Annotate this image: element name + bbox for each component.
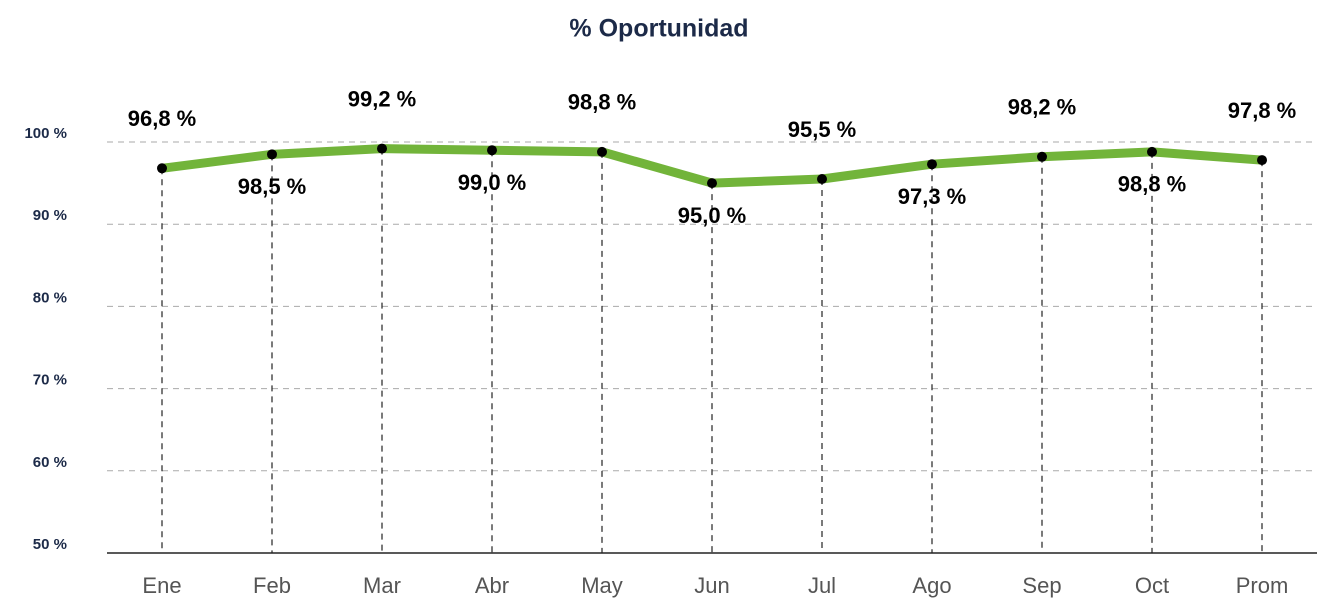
point	[1257, 155, 1267, 166]
data-label: 98,2 %	[1008, 95, 1077, 120]
point	[927, 159, 937, 170]
point	[817, 173, 827, 184]
data-label: 99,2 %	[348, 86, 417, 111]
data-label: 97,8 %	[1228, 98, 1297, 123]
x-tick-label: Ago	[912, 573, 951, 598]
y-tick-label: 50 %	[33, 536, 67, 553]
point	[707, 178, 717, 189]
series-line	[161, 144, 1263, 188]
data-label: 96,8 %	[128, 106, 197, 131]
data-label: 98,5 %	[238, 174, 307, 199]
x-tick-label: Mar	[363, 573, 401, 598]
data-label: 98,8 %	[568, 90, 637, 115]
x-tick-label: May	[581, 573, 623, 598]
data-label: 98,8 %	[1118, 172, 1187, 197]
x-tick-label: Jun	[694, 573, 729, 598]
data-label: 95,0 %	[678, 203, 747, 228]
x-tick-label: Ene	[142, 573, 181, 598]
data-label: 99,0 %	[458, 170, 527, 195]
point	[377, 143, 387, 154]
y-tick-label: 100 %	[24, 125, 67, 142]
data-label: 97,3 %	[898, 184, 967, 209]
data-label: 95,5 %	[788, 117, 857, 142]
x-tick-label: Abr	[475, 573, 509, 598]
y-tick-label: 90 %	[33, 207, 67, 224]
x-tick-label: Jul	[808, 573, 836, 598]
point	[1147, 146, 1157, 157]
x-tick-label: Feb	[253, 573, 291, 598]
y-tick-label: 70 %	[33, 372, 67, 389]
x-tick-label: Sep	[1022, 573, 1061, 598]
point	[267, 149, 277, 160]
chart-title: % Oportunidad	[569, 15, 748, 43]
x-tick-label: Oct	[1135, 573, 1169, 598]
x-tick-label: Prom	[1236, 573, 1289, 598]
y-tick-label: 60 %	[33, 454, 67, 471]
point	[157, 163, 167, 174]
y-tick-label: 80 %	[33, 289, 67, 306]
point	[487, 145, 497, 156]
point	[1037, 151, 1047, 162]
point	[597, 146, 607, 157]
